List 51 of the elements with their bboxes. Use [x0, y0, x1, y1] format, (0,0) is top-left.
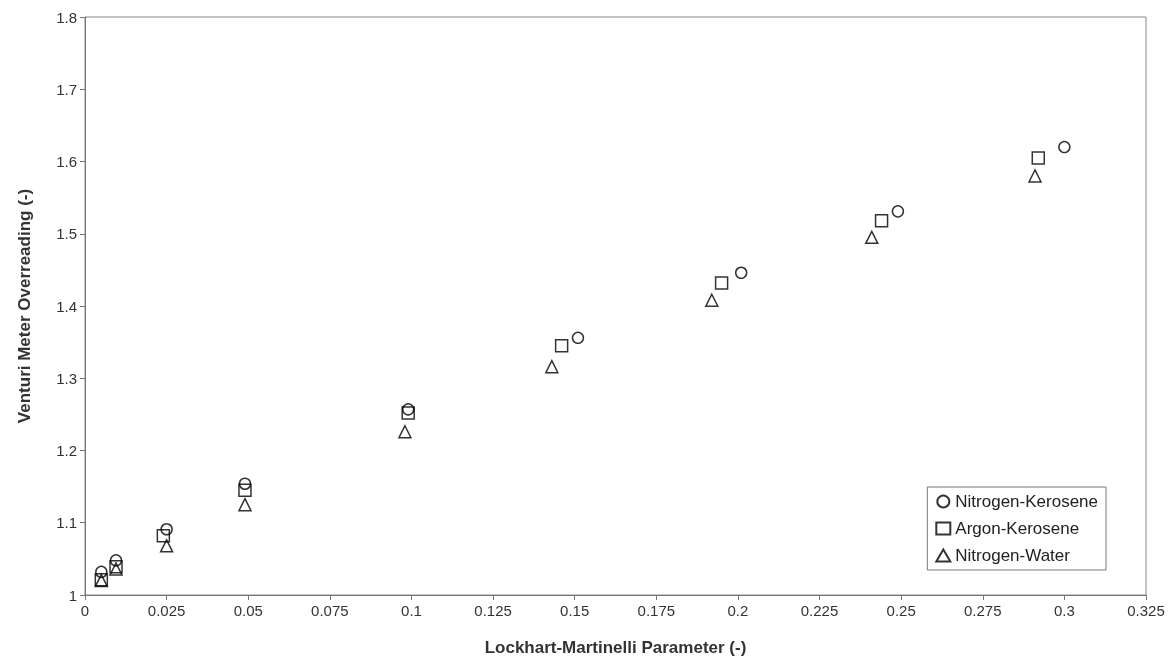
x-tick-label: 0.15 — [560, 602, 590, 619]
point — [156, 529, 171, 543]
x-tick-label: 0.225 — [800, 602, 839, 619]
legend-label: Nitrogen-Water — [955, 546, 1071, 565]
point — [1028, 169, 1042, 183]
point — [545, 359, 559, 374]
x-tick-label: 0.275 — [964, 602, 1002, 619]
point — [865, 230, 879, 245]
point — [705, 293, 719, 307]
point — [401, 403, 415, 416]
y-tick-label: 1.5 — [56, 225, 77, 243]
x-tick-label: 0.075 — [311, 602, 349, 619]
y-tick-label: 1.3 — [56, 369, 77, 387]
point — [1058, 140, 1071, 154]
point — [554, 338, 569, 353]
point — [874, 213, 889, 228]
point — [238, 477, 252, 490]
point — [891, 205, 905, 218]
x-tick-label: 0.3 — [1053, 602, 1075, 619]
point — [401, 406, 415, 420]
point — [398, 424, 412, 439]
point — [160, 523, 173, 536]
x-tick-label: 0.175 — [637, 602, 676, 619]
point — [571, 331, 585, 345]
point — [734, 266, 748, 280]
legend-label: Argon-Kerosene — [955, 519, 1080, 538]
point — [109, 554, 123, 567]
x-tick-label: 0.325 — [1127, 602, 1165, 619]
y-axis-title: Venturi Meter Overreading (-) — [15, 188, 34, 424]
point — [159, 539, 174, 553]
x-tick-label: 0.05 — [233, 602, 263, 619]
legend-label: Nitrogen-Kerosene — [955, 492, 1099, 511]
point — [238, 483, 252, 497]
point — [714, 276, 729, 290]
x-tick-label: 0.025 — [147, 602, 186, 619]
x-tick-label: 0.2 — [727, 602, 749, 619]
y-tick-label: 1.4 — [56, 297, 77, 315]
x-tick-label: 0.1 — [401, 602, 422, 619]
point — [1031, 151, 1046, 165]
y-tick-label: 1.7 — [56, 80, 77, 98]
x-axis-title: Lockhart-Martinelli Parameter (-) — [484, 638, 747, 657]
y-tick-label: 1.6 — [56, 153, 77, 170]
y-tick-label: 1.2 — [56, 442, 77, 459]
point — [238, 497, 252, 512]
y-tick-label: 1.1 — [56, 514, 77, 532]
x-tick-label: 0.25 — [886, 602, 916, 619]
point — [95, 565, 108, 579]
x-tick-label: 0.125 — [474, 602, 512, 619]
y-tick-label: 1.8 — [56, 8, 77, 26]
x-tick-label: 0 — [80, 602, 90, 619]
y-tick-label: 1 — [68, 586, 77, 604]
